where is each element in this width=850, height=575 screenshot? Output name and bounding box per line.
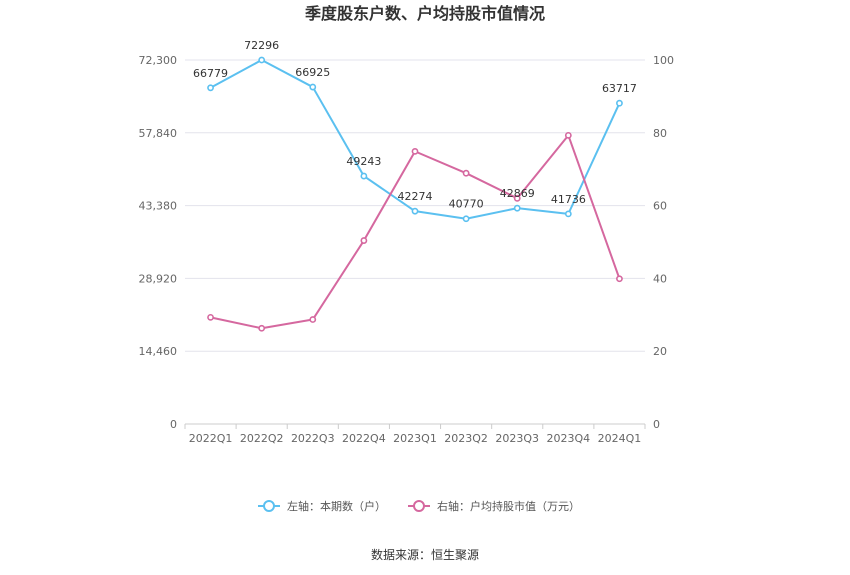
x-tick-label: 2023Q1 — [393, 432, 437, 445]
data-labels: 66779 72296 66925 49243 42274 40770 42869 41736… — [193, 39, 637, 211]
legend-label: 左轴：本期数（户） — [287, 499, 386, 513]
legend-marker-circle — [413, 500, 425, 512]
source-note: 数据来源：恒生聚源 — [371, 547, 479, 562]
x-axis: 2022Q1 2022Q2 2022Q3 2022Q4 2023Q1 2023Q2 2023… — [184, 423, 646, 445]
right-tick-label: 20 — [653, 345, 667, 358]
chart-title: 季度股东户数、户均持股市值情况 — [304, 4, 545, 23]
legend-item-0[interactable]: 左轴：本期数（户） — [258, 499, 386, 513]
right-tick-label: 60 — [653, 200, 667, 213]
right-axis: 0 20 40 60 80 100 — [653, 54, 674, 431]
legend[interactable]: 左轴：本期数（户） 右轴：户均持股市值（万元） — [258, 499, 580, 513]
x-tick-label: 2022Q3 — [291, 432, 335, 445]
data-label: 42274 — [398, 190, 433, 203]
data-label: 66925 — [295, 66, 330, 79]
legend-marker-circle — [263, 500, 275, 512]
data-label: 49243 — [346, 155, 381, 168]
data-label: 66779 — [193, 67, 228, 80]
series-point-0 — [207, 84, 214, 92]
left-tick-label: 72,300 — [139, 54, 178, 67]
x-tick-label: 2024Q1 — [598, 432, 642, 445]
series-point-1 — [564, 131, 572, 139]
right-tick-label: 100 — [653, 54, 674, 67]
data-label: 40770 — [449, 198, 484, 211]
left-tick-label: 57,840 — [139, 127, 178, 140]
series-point-1 — [309, 316, 317, 323]
series-group — [207, 56, 623, 332]
series-point-0 — [258, 56, 266, 64]
x-tick-label: 2023Q3 — [495, 432, 539, 445]
series-point-1 — [616, 275, 623, 283]
series-point-0 — [360, 172, 368, 180]
series-point-0 — [411, 207, 419, 215]
data-label: 63717 — [602, 82, 637, 95]
data-label: 72296 — [244, 39, 279, 52]
series-point-0 — [616, 99, 623, 107]
x-tick-label: 2023Q2 — [444, 432, 488, 445]
series-point-1 — [360, 237, 368, 244]
series-point-1 — [258, 324, 266, 332]
series-line-1 — [210, 134, 621, 330]
legend-item-1[interactable]: 右轴：户均持股市值（万元） — [408, 499, 580, 513]
right-tick-label: 40 — [653, 272, 667, 285]
right-tick-label: 80 — [653, 127, 667, 140]
x-tick-label: 2022Q2 — [240, 432, 284, 445]
series-point-0 — [309, 83, 317, 91]
data-label: 41736 — [551, 193, 586, 206]
left-tick-label: 14,460 — [139, 345, 178, 358]
right-tick-label: 0 — [653, 418, 660, 431]
x-tick-label: 2022Q1 — [189, 432, 233, 445]
series-point-1 — [207, 313, 214, 321]
left-tick-label: 0 — [170, 418, 177, 431]
series-point-0 — [513, 204, 521, 212]
left-tick-label: 43,380 — [139, 200, 178, 213]
left-tick-label: 28,920 — [139, 272, 178, 285]
series-point-0 — [462, 215, 470, 223]
series-point-1 — [411, 147, 419, 155]
legend-label: 右轴：户均持股市值（万元） — [437, 499, 580, 513]
series-point-0 — [564, 210, 572, 218]
x-tick-label: 2022Q4 — [342, 432, 386, 445]
series-point-1 — [513, 194, 521, 202]
left-axis: 0 14,460 28,920 43,380 57,840 72,300 — [139, 54, 178, 431]
x-tick-label: 2023Q4 — [547, 432, 591, 445]
series-point-1 — [462, 169, 470, 177]
data-label: 42869 — [500, 187, 535, 200]
